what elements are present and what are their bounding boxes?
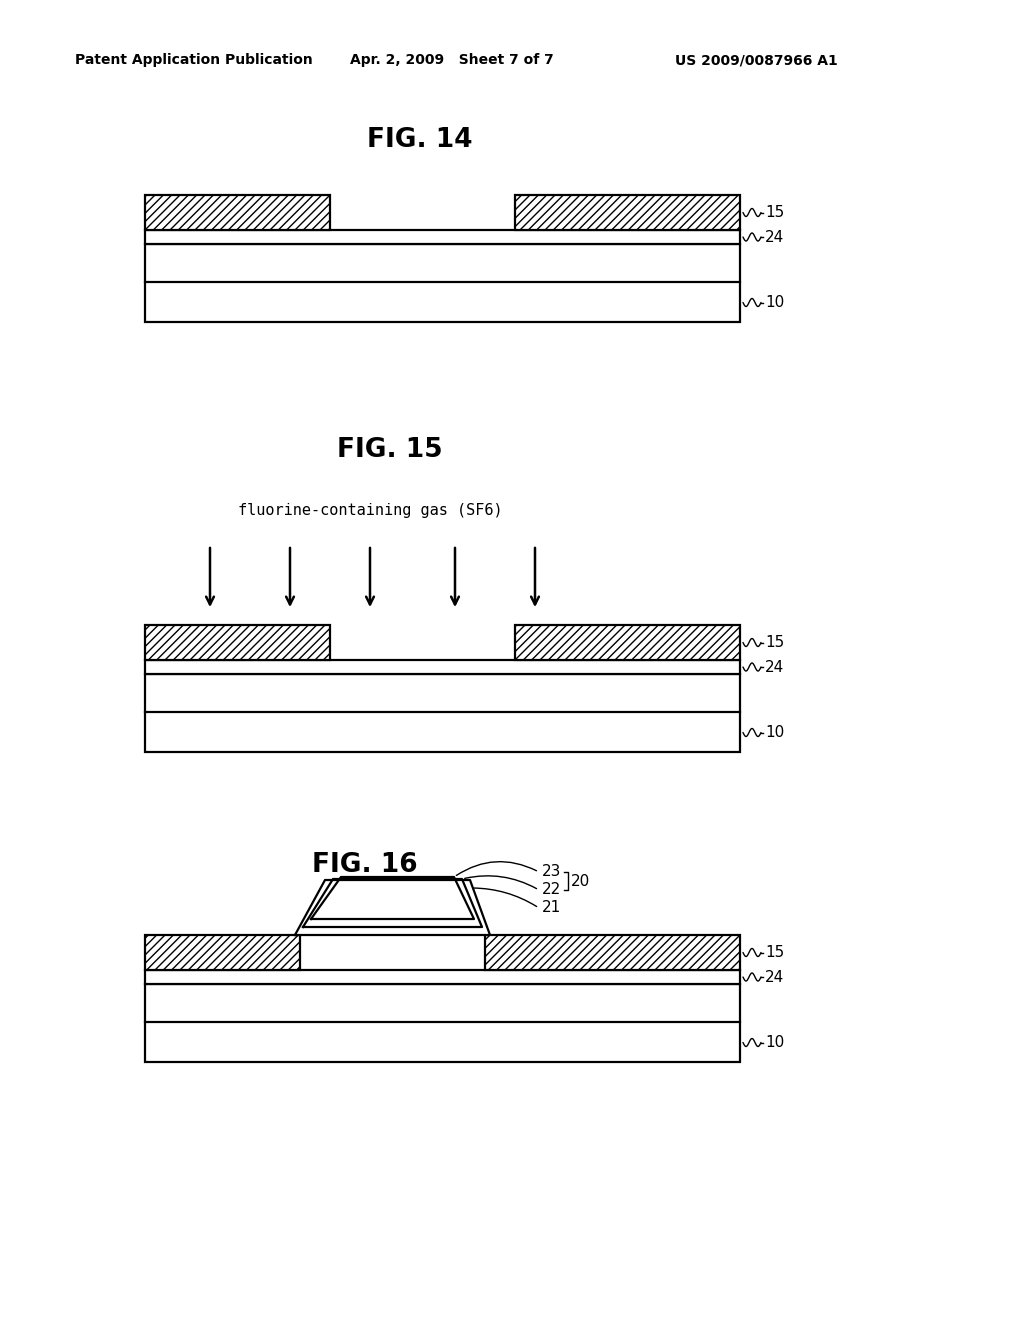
Text: 23: 23 [542,865,561,879]
Bar [145,244,740,322]
Text: 10: 10 [765,294,784,310]
Bar [145,935,300,970]
Bar [145,195,330,230]
Text: FIG. 15: FIG. 15 [337,437,442,463]
Bar [515,624,740,660]
Text: 21: 21 [542,900,561,916]
Text: 15: 15 [765,945,784,960]
Text: US 2009/0087966 A1: US 2009/0087966 A1 [675,53,838,67]
Text: FIG. 14: FIG. 14 [368,127,473,153]
Polygon shape [295,880,490,935]
Bar [145,970,740,983]
Text: 20: 20 [571,874,590,888]
Bar [145,624,330,660]
Text: 24: 24 [765,660,784,675]
Text: 10: 10 [765,725,784,741]
Bar [485,935,740,970]
Text: 15: 15 [765,205,784,220]
Bar [145,660,740,675]
Text: Apr. 2, 2009   Sheet 7 of 7: Apr. 2, 2009 Sheet 7 of 7 [350,53,554,67]
Text: 15: 15 [765,635,784,649]
Text: 24: 24 [765,969,784,985]
Text: 10: 10 [765,1035,784,1049]
Text: FIG. 16: FIG. 16 [312,851,418,878]
Text: 24: 24 [765,230,784,244]
Bar [145,983,740,1063]
Text: 22: 22 [542,883,561,898]
Bar [515,195,740,230]
Bar [145,675,740,752]
Text: Patent Application Publication: Patent Application Publication [75,53,312,67]
Text: fluorine-containing gas (SF6): fluorine-containing gas (SF6) [238,503,503,517]
Bar [145,230,740,244]
